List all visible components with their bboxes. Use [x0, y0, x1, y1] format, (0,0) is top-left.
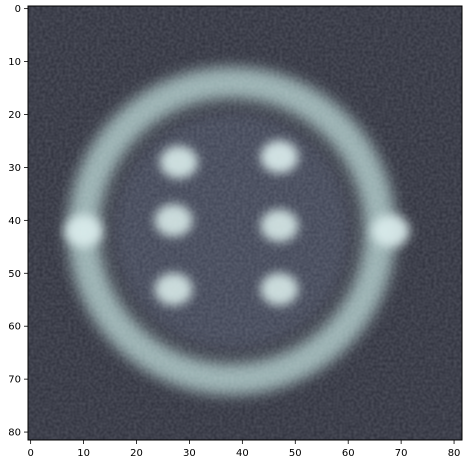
x-tick-label: 30 [183, 448, 196, 459]
x-axis: 0 10 20 30 40 50 60 70 80 [27, 440, 460, 459]
x-tick-label: 20 [130, 448, 143, 459]
x-tick-label: 40 [236, 448, 249, 459]
x-tick-label: 10 [77, 448, 90, 459]
x-tick-label: 80 [448, 448, 461, 459]
y-tick-label: 60 [8, 322, 21, 333]
y-tick-label: 20 [8, 110, 21, 121]
x-tick-label: 0 [27, 448, 33, 459]
x-tick-label: 60 [342, 448, 355, 459]
image-noise [28, 6, 462, 440]
y-tick-label: 50 [8, 269, 21, 280]
x-tick-label: 50 [289, 448, 302, 459]
y-axis: 0 10 20 30 40 50 60 70 80 [8, 4, 28, 439]
x-tick-label: 70 [395, 448, 408, 459]
y-tick-label: 10 [8, 57, 21, 68]
plot-frame [27, 5, 463, 441]
y-tick-label: 70 [8, 375, 21, 386]
image-content [28, 6, 462, 440]
y-tick-label: 80 [8, 428, 21, 439]
y-tick-label: 40 [8, 216, 21, 227]
y-tick-label: 0 [15, 4, 21, 15]
y-tick-label: 30 [8, 163, 21, 174]
